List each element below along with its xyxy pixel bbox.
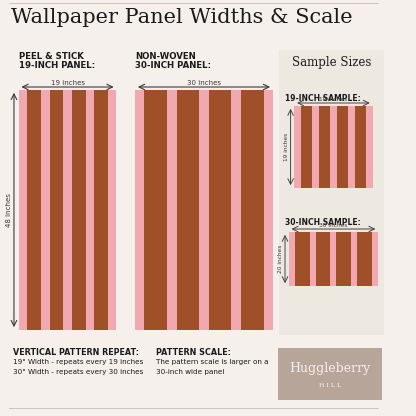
Bar [144,90,167,330]
Text: 30-inch wide panel: 30-inch wide panel [156,369,225,375]
Text: 19-INCH SAMPLE:: 19-INCH SAMPLE: [285,94,361,103]
Text: 19" Width - repeats every 19 inches: 19" Width - repeats every 19 inches [13,359,144,365]
Text: VERTICAL PATTERN REPEAT:: VERTICAL PATTERN REPEAT: [13,348,139,357]
Bar [72,90,86,330]
Bar [355,106,366,188]
Text: 30 inches: 30 inches [319,223,348,228]
Bar [241,90,263,330]
Bar [176,90,199,330]
Text: 19-INCH PANEL:: 19-INCH PANEL: [19,61,95,70]
Bar [337,106,348,188]
Text: The pattern scale is larger on a: The pattern scale is larger on a [156,359,269,365]
Text: Huggleberry: Huggleberry [289,362,370,375]
Bar [289,232,378,286]
Text: 20 inches: 20 inches [278,245,283,273]
Text: PEEL & STICK: PEEL & STICK [19,52,84,61]
Bar [295,106,373,188]
Text: H I L L: H I L L [319,383,341,388]
Bar [295,232,310,286]
Text: NON-WOVEN: NON-WOVEN [135,52,196,61]
Bar [27,90,41,330]
Text: 30" Width - repeats every 30 inches: 30" Width - repeats every 30 inches [13,369,144,375]
Text: 19 inches: 19 inches [50,80,84,86]
Bar [301,106,312,188]
Text: Wallpaper Panel Widths & Scale: Wallpaper Panel Widths & Scale [11,8,353,27]
Text: 30-INCH SAMPLE:: 30-INCH SAMPLE: [285,218,361,227]
Bar [209,90,231,330]
Text: Sample Sizes: Sample Sizes [292,56,371,69]
Text: PATTERN SCALE:: PATTERN SCALE: [156,348,231,357]
Bar [357,232,372,286]
Bar [337,232,351,286]
Bar [319,106,330,188]
Text: 48 inches: 48 inches [6,193,12,227]
Bar [50,90,63,330]
Text: 19 inches: 19 inches [284,133,289,161]
Bar [135,90,273,330]
Bar [277,348,382,400]
Bar [94,90,108,330]
Text: 19 inches: 19 inches [319,97,348,102]
Bar [316,232,330,286]
Text: 30 inches: 30 inches [187,80,221,86]
Text: 30-INCH PANEL:: 30-INCH PANEL: [135,61,211,70]
Bar [280,50,384,335]
Bar [19,90,116,330]
